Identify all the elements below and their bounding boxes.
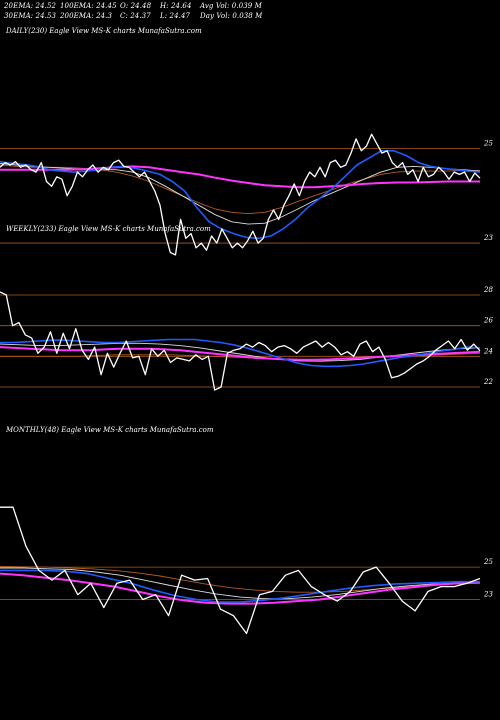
monthly-tick-label: 25 (483, 558, 493, 566)
daily-ema-magenta-line (0, 165, 480, 189)
monthly-ema-brown-line (0, 565, 481, 593)
monthly-ema-white-line (0, 567, 481, 600)
monthly-ema-blue-line (0, 569, 480, 603)
daily-price-line (0, 133, 481, 256)
stat-30ema: 30EMA: 24.53 (4, 12, 57, 20)
monthly-ema-magenta-line (0, 572, 481, 605)
stat-day-vol: Day Vol: 0.038 M (200, 12, 263, 20)
weekly-tick-label: 28 (483, 286, 493, 294)
daily-tick-label: 25 (483, 139, 493, 147)
stat-high: H: 24.64 (160, 2, 192, 10)
stat-open: O: 24.48 (120, 2, 152, 10)
weekly-tick-label: 22 (483, 378, 493, 386)
weekly-chart: 28 26 24 22 (0, 286, 493, 391)
stat-avg-vol: Avg Vol: 0.039 M (200, 2, 262, 10)
weekly-ema-magenta-line (0, 346, 481, 361)
stat-200ema: 200EMA: 24.3 (60, 12, 113, 20)
stat-20ema: 20EMA: 24.52 (4, 2, 57, 10)
weekly-ema-blue-line (0, 338, 481, 368)
stat-close: C: 24.37 (120, 12, 151, 20)
monthly-panel-label: MONTHLY(48) Eagle View MS-K charts Munaf… (6, 426, 214, 434)
monthly-chart: 25 23 (0, 506, 493, 635)
monthly-tick-label: 23 (483, 591, 493, 599)
stat-low: L: 24.47 (160, 12, 191, 20)
daily-panel-label: DAILY(230) Eagle View MS-K charts Munafa… (6, 27, 202, 35)
monthly-price-line (0, 506, 481, 635)
weekly-panel-label: WEEKLY(233) Eagle View MS-K charts Munaf… (6, 225, 211, 233)
daily-ema-brown-line (0, 164, 480, 215)
daily-ema-blue-line (0, 150, 481, 240)
daily-tick-label: 23 (483, 234, 493, 242)
weekly-price-line (0, 291, 481, 391)
stat-100ema: 100EMA: 24.45 (60, 2, 117, 10)
weekly-tick-label: 24 (483, 347, 493, 355)
daily-chart: 25 23 (0, 133, 493, 256)
weekly-tick-label: 26 (483, 317, 493, 325)
